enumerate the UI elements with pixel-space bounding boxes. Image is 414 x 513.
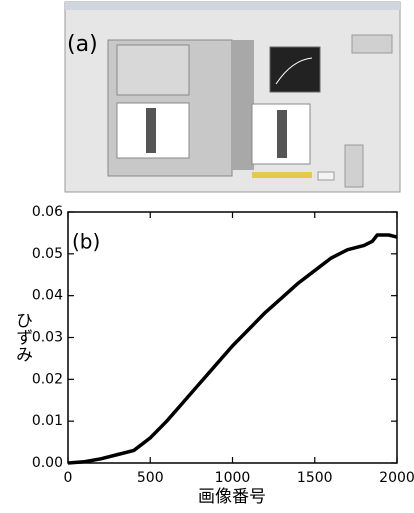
screenshot: (a) bbox=[64, 1, 401, 193]
y-tick-label: 0.02 bbox=[32, 371, 63, 387]
panel-label: (a) bbox=[67, 32, 98, 57]
x-axis-label: 画像番号 bbox=[198, 487, 266, 507]
y-tick-label: 0.03 bbox=[32, 330, 63, 346]
annotation: (b) bbox=[72, 230, 100, 254]
stop-button bbox=[317, 171, 335, 181]
y-tick-label: 0.00 bbox=[32, 455, 63, 471]
y-axis-label: ひずみ bbox=[12, 312, 32, 363]
buttons bbox=[351, 34, 393, 54]
title-bar bbox=[65, 2, 400, 10]
settings bbox=[116, 44, 190, 96]
specimen-2 bbox=[277, 110, 287, 158]
specimen bbox=[146, 108, 156, 153]
mini-graph bbox=[269, 46, 321, 93]
divider bbox=[232, 40, 254, 170]
y-tick-label: 0.05 bbox=[32, 246, 63, 262]
x-tick-label: 0 bbox=[64, 470, 73, 486]
y-tick-label: 0.04 bbox=[32, 288, 63, 304]
data-line bbox=[67, 233, 398, 465]
chart: (b) 画像番号 ひずみ 0.00 0.01 0.02 0.03 0.04 0.05 0.0… bbox=[12, 204, 414, 507]
button-stack bbox=[344, 144, 364, 188]
x-tick-label: 1000 bbox=[215, 470, 251, 486]
x-tick-label: 1500 bbox=[297, 470, 333, 486]
x-tick-label: 2000 bbox=[379, 470, 414, 486]
y-tick-label: 0.06 bbox=[32, 204, 63, 220]
progress bbox=[252, 172, 312, 178]
mini-curve bbox=[275, 57, 313, 85]
y-tick-label: 0.01 bbox=[32, 413, 63, 429]
x-tick-label: 500 bbox=[137, 470, 164, 486]
